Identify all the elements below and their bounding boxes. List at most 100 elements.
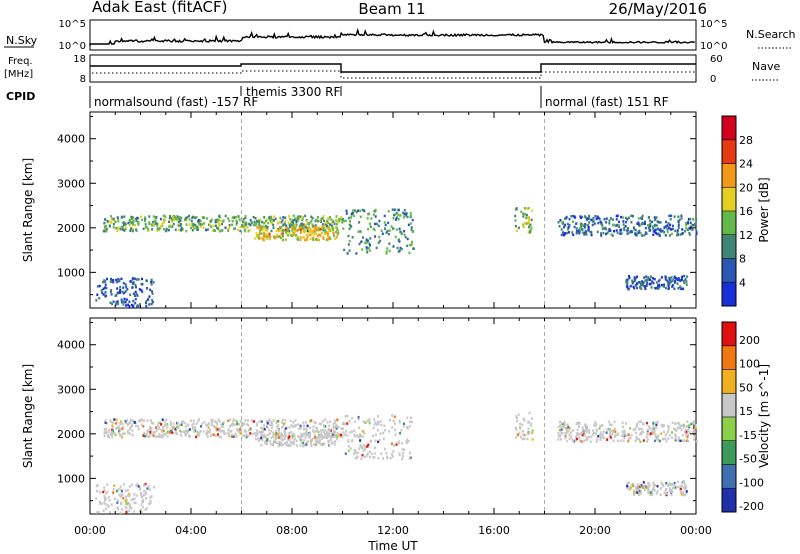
vel-point bbox=[105, 497, 107, 501]
power-point bbox=[296, 229, 299, 232]
power-point bbox=[566, 228, 569, 231]
vel-point bbox=[681, 433, 684, 437]
power-point bbox=[96, 285, 99, 288]
power-point bbox=[110, 293, 113, 296]
power-point bbox=[388, 249, 391, 253]
vel-point bbox=[622, 439, 625, 442]
power-point bbox=[597, 221, 600, 225]
vel-point bbox=[346, 434, 349, 437]
vel-point bbox=[668, 489, 671, 493]
vel-point bbox=[400, 429, 403, 432]
vel-point bbox=[237, 428, 240, 432]
power-point bbox=[651, 220, 653, 224]
power-point bbox=[657, 284, 659, 287]
power-point bbox=[313, 228, 316, 232]
power-point bbox=[319, 234, 322, 237]
power-point bbox=[304, 225, 307, 229]
vel-point bbox=[105, 492, 108, 495]
power-point bbox=[378, 235, 381, 239]
vel-point bbox=[280, 441, 283, 444]
vel-point bbox=[568, 427, 571, 430]
power-point bbox=[367, 246, 370, 250]
vel-point bbox=[283, 442, 286, 445]
vel-point bbox=[107, 505, 110, 508]
vel-point bbox=[405, 440, 408, 443]
vel-point bbox=[141, 500, 144, 504]
vel-point bbox=[280, 421, 283, 424]
power-point bbox=[138, 303, 141, 306]
vel-point bbox=[297, 435, 300, 438]
vel-point bbox=[289, 419, 292, 423]
vel-point bbox=[684, 483, 686, 486]
power-point bbox=[206, 228, 209, 231]
power-point bbox=[347, 234, 350, 238]
power-point bbox=[664, 278, 667, 281]
power-point bbox=[643, 276, 646, 279]
vel-point bbox=[342, 427, 344, 430]
power-point bbox=[282, 229, 285, 232]
freq-label: Freq. bbox=[8, 56, 33, 67]
power-point bbox=[122, 291, 125, 295]
vel-point bbox=[340, 433, 342, 437]
power-point bbox=[163, 228, 165, 231]
power-point bbox=[132, 277, 135, 280]
vel-point bbox=[278, 428, 281, 432]
vel-point bbox=[238, 430, 241, 434]
vel-point bbox=[255, 434, 258, 438]
vel-point bbox=[637, 484, 640, 488]
power-point bbox=[295, 220, 298, 223]
power-point bbox=[327, 226, 330, 230]
power-point bbox=[405, 212, 408, 215]
vel-point bbox=[527, 427, 530, 430]
vel-point bbox=[316, 429, 319, 433]
vel-point bbox=[389, 457, 392, 460]
vel-point bbox=[140, 493, 143, 496]
power-point bbox=[321, 223, 324, 226]
power-point bbox=[628, 276, 631, 279]
power-point bbox=[124, 300, 127, 304]
power-point bbox=[326, 237, 329, 241]
vel-point bbox=[660, 423, 663, 427]
vel-point bbox=[315, 442, 318, 445]
vel-point bbox=[245, 430, 248, 434]
vel-point bbox=[599, 433, 602, 436]
power-point bbox=[109, 301, 112, 304]
power-point bbox=[293, 218, 296, 222]
power-point bbox=[284, 230, 287, 234]
vel-point bbox=[163, 420, 166, 423]
vel-point bbox=[382, 437, 385, 440]
vel-point bbox=[648, 425, 651, 428]
power-point bbox=[284, 228, 287, 232]
vel-point bbox=[106, 483, 109, 486]
vel-y-tick-label: 2000 bbox=[57, 428, 85, 441]
vel-point bbox=[350, 439, 353, 443]
power-point bbox=[332, 220, 335, 223]
vel-point bbox=[565, 431, 568, 435]
power-point bbox=[152, 215, 155, 218]
vel-point bbox=[374, 446, 376, 449]
power-point bbox=[263, 235, 266, 239]
vel-point bbox=[378, 438, 381, 442]
vel-point bbox=[289, 444, 292, 448]
power-point bbox=[312, 236, 315, 240]
vel-point bbox=[119, 429, 122, 432]
vel-point bbox=[150, 427, 153, 430]
vel-point bbox=[606, 428, 609, 431]
power-point bbox=[241, 224, 244, 227]
power-point bbox=[165, 229, 168, 233]
power-point bbox=[333, 234, 335, 237]
vel-point bbox=[128, 494, 131, 497]
vel-point bbox=[594, 421, 597, 424]
power-point bbox=[188, 218, 191, 221]
vel-point bbox=[649, 493, 652, 497]
power-point bbox=[406, 237, 409, 241]
vel-point bbox=[373, 452, 376, 455]
power-point bbox=[637, 231, 640, 234]
vel-point bbox=[155, 429, 158, 433]
power-point bbox=[127, 303, 130, 307]
power-point bbox=[147, 229, 150, 232]
vel-point bbox=[557, 432, 560, 435]
power-point bbox=[365, 246, 368, 249]
power-point bbox=[224, 214, 227, 218]
vel-point bbox=[165, 418, 168, 421]
